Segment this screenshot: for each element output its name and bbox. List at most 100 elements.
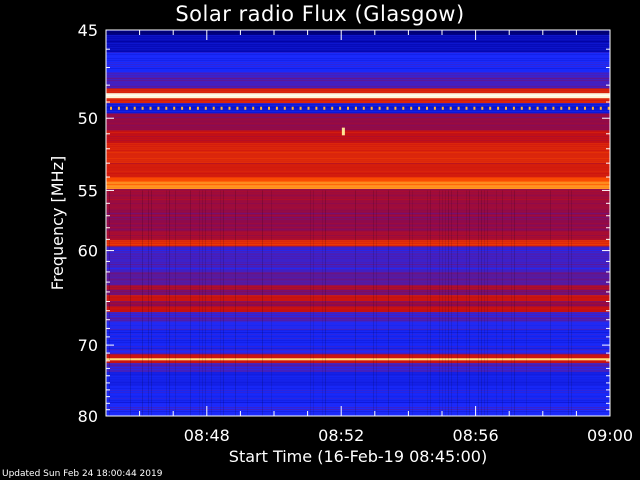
intensity-row (106, 338, 610, 339)
intensity-row (106, 371, 610, 372)
time-streak (571, 190, 572, 416)
time-streak (496, 190, 497, 416)
intensity-row (106, 93, 610, 94)
intensity-band (106, 209, 610, 232)
dotted-row-mark (568, 106, 571, 110)
dotted-row-mark (441, 106, 444, 110)
intensity-row (106, 39, 610, 40)
intensity-row (106, 182, 610, 183)
time-streak (175, 190, 176, 416)
time-streak (439, 190, 440, 416)
intensity-row (106, 184, 610, 185)
dotted-row-mark (410, 106, 413, 110)
intensity-row (106, 237, 610, 238)
intensity-row (106, 260, 610, 261)
time-streak (322, 190, 323, 416)
dotted-row-mark (497, 106, 500, 110)
y-tick-label: 80 (78, 407, 98, 426)
dotted-row-mark (252, 106, 255, 110)
updated-timestamp: Updated Sun Feb 24 18:00:44 2019 (2, 469, 163, 479)
intensity-row (106, 35, 610, 36)
intensity-band (106, 321, 610, 331)
dotted-row-mark (307, 106, 310, 110)
intensity-row (106, 316, 610, 317)
time-streak (205, 190, 206, 416)
intensity-row (106, 175, 610, 176)
intensity-row (106, 113, 610, 114)
x-axis-label: Start Time (16-Feb-19 08:45:00) (229, 447, 487, 466)
intensity-row (106, 390, 610, 391)
intensity-row (106, 231, 610, 232)
intensity-row (106, 279, 610, 280)
intensity-row (106, 82, 610, 83)
intensity-row (106, 349, 610, 350)
time-streak (223, 190, 224, 416)
time-streak (445, 190, 446, 416)
intensity-band (106, 295, 610, 302)
intensity-row (106, 107, 610, 108)
dotted-row-mark (362, 106, 365, 110)
intensity-row (106, 136, 610, 137)
intensity-row (106, 43, 610, 44)
intensity-row (106, 356, 610, 357)
time-streak (202, 190, 203, 416)
intensity-row (106, 188, 610, 189)
intensity-row (106, 314, 610, 315)
time-streak (484, 190, 485, 416)
intensity-row (106, 97, 610, 98)
intensity-row (106, 100, 610, 101)
dotted-row-mark (228, 106, 231, 110)
intensity-row (106, 407, 610, 408)
intensity-row (106, 365, 610, 366)
intensity-row (106, 351, 610, 352)
intensity-row (106, 323, 610, 324)
intensity-row (106, 142, 610, 143)
intensity-row (106, 152, 610, 153)
intensity-row (106, 321, 610, 322)
intensity-row (106, 240, 610, 241)
intensity-row (106, 295, 610, 296)
intensity-row (106, 189, 610, 190)
time-streak (511, 190, 512, 416)
y-axis-label: Frequency [MHz] (48, 156, 67, 290)
intensity-row (106, 129, 610, 130)
intensity-row (106, 271, 610, 272)
intensity-row (106, 275, 610, 276)
intensity-band (106, 363, 610, 373)
intensity-row (106, 400, 610, 401)
intensity-row (106, 179, 610, 180)
dotted-row-mark (536, 106, 539, 110)
y-tick-label: 55 (78, 181, 98, 200)
dotted-row-mark (299, 106, 302, 110)
intensity-row (106, 312, 610, 313)
dotted-row-mark (449, 106, 452, 110)
time-streak (430, 190, 431, 416)
intensity-row (106, 140, 610, 141)
intensity-row (106, 299, 610, 300)
intensity-row (106, 330, 610, 331)
intensity-row (106, 332, 610, 333)
intensity-row (106, 78, 610, 79)
time-streak (487, 190, 488, 416)
intensity-row (106, 64, 610, 65)
intensity-row (106, 358, 610, 359)
time-streak (166, 190, 167, 416)
intensity-row (106, 310, 610, 311)
intensity-row (106, 102, 610, 103)
dotted-row-mark (204, 106, 207, 110)
time-streak (442, 190, 443, 416)
dotted-row-mark (505, 106, 507, 110)
intensity-row (106, 256, 610, 257)
y-tick-label: 70 (78, 336, 98, 355)
intensity-row (106, 382, 610, 383)
intensity-row (106, 51, 610, 52)
intensity-row (106, 340, 610, 341)
burst-spike (341, 127, 345, 136)
intensity-row (106, 225, 610, 226)
dotted-row-mark (165, 106, 168, 110)
time-streak (130, 190, 131, 416)
intensity-row (106, 353, 610, 354)
dotted-row-mark (236, 106, 239, 110)
intensity-row (106, 213, 610, 214)
